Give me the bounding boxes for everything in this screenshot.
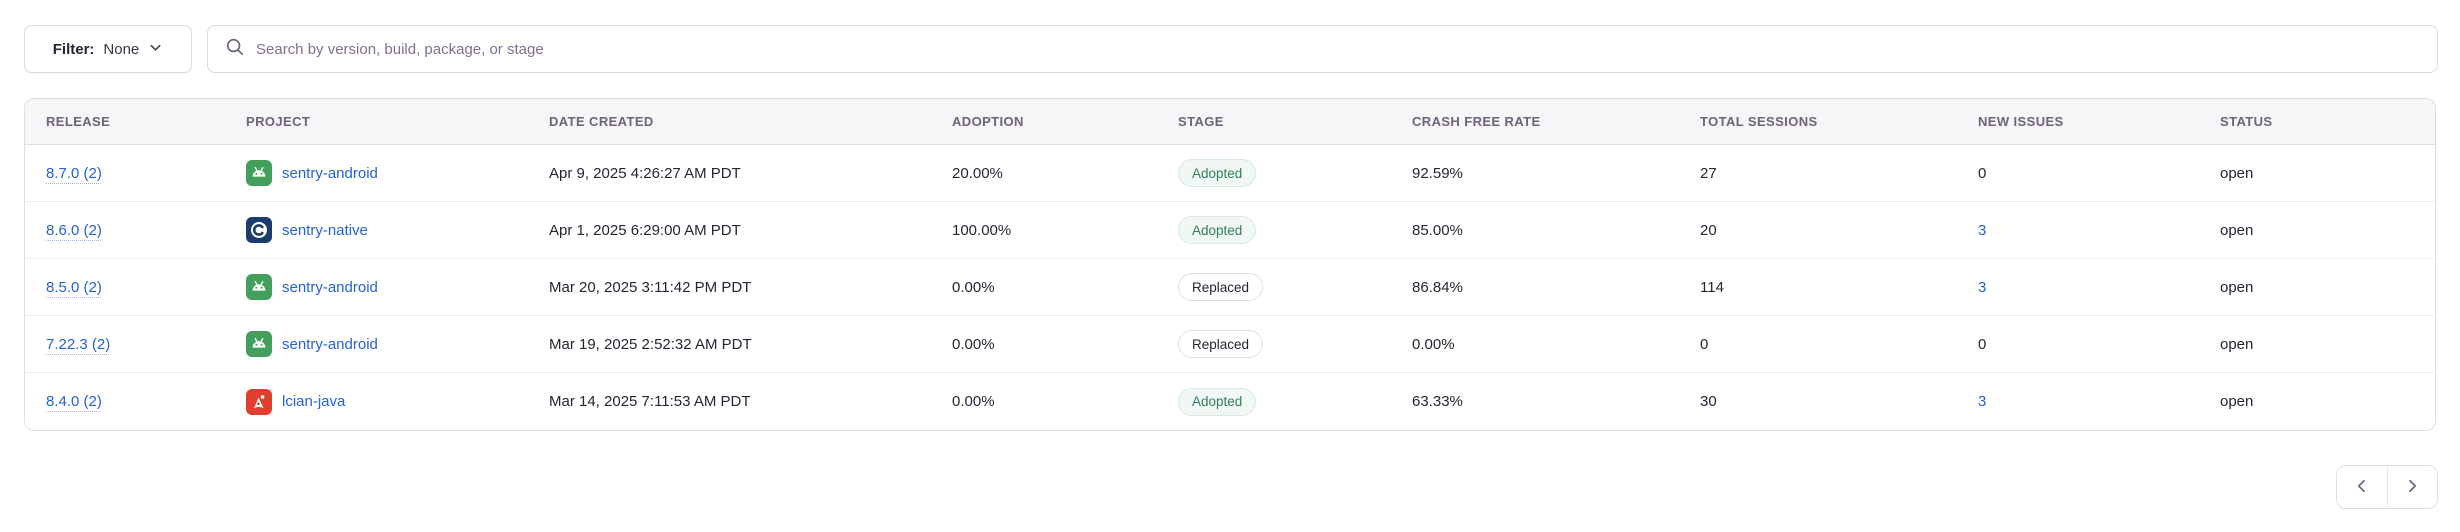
search-bar[interactable] (207, 25, 2438, 73)
stage-badge: Adopted (1178, 387, 1257, 416)
next-page-button[interactable] (2386, 466, 2437, 508)
date-created-cell: Mar 20, 2025 3:11:42 PM PDT (549, 278, 752, 296)
search-input[interactable] (256, 40, 2420, 58)
column-header-project: PROJECT (246, 114, 311, 129)
crash-free-rate-cell: 0.00% (1412, 335, 1455, 353)
date-created-cell: Mar 14, 2025 7:11:53 AM PDT (549, 393, 751, 410)
column-header-date-created: DATE CREATED (549, 114, 654, 129)
adoption-cell: 0.00% (952, 393, 995, 410)
project-link[interactable]: lcian-java (282, 393, 346, 410)
date-created-cell: Apr 1, 2025 6:29:00 AM PDT (549, 221, 741, 239)
chevron-right-icon (2403, 477, 2421, 498)
table-row: 8.6.0 (2) sentry-native Apr 1, 2025 6:29… (25, 202, 2435, 259)
date-created-cell: Apr 9, 2025 4:26:27 AM PDT (549, 164, 741, 182)
stage-badge: Replaced (1178, 330, 1264, 358)
column-header-total-sessions: TOTAL SESSIONS (1700, 114, 1818, 129)
adoption-cell: 100.00% (952, 221, 1012, 239)
status-cell: open (2220, 164, 2254, 182)
table-row: 8.5.0 (2) sentry-android Mar 20, 2025 3:… (25, 259, 2435, 316)
stage-badge: Adopted (1178, 159, 1257, 187)
status-cell: open (2220, 278, 2254, 296)
total-sessions-cell: 114 (1700, 278, 1724, 296)
release-link[interactable]: 7.22.3 (2) (46, 335, 111, 353)
chevron-left-icon (2353, 477, 2371, 498)
releases-table: RELEASE PROJECT DATE CREATED ADOPTION ST… (24, 98, 2436, 431)
search-icon (225, 37, 245, 62)
new-issues-cell: 0 (1978, 335, 1987, 353)
crash-free-rate-cell: 85.00% (1412, 221, 1463, 239)
toolbar: Filter: None (24, 25, 2438, 73)
status-cell: open (2220, 221, 2254, 239)
column-header-status: STATUS (2220, 114, 2273, 129)
android-icon (246, 331, 272, 357)
status-cell: open (2220, 393, 2254, 410)
project-link[interactable]: sentry-android (282, 278, 378, 296)
new-issues-cell: 0 (1978, 164, 1987, 182)
stage-badge: Replaced (1178, 273, 1264, 301)
status-cell: open (2220, 335, 2254, 353)
filter-label: Filter: (52, 40, 95, 58)
release-link[interactable]: 8.4.0 (2) (46, 393, 102, 410)
release-link[interactable]: 8.6.0 (2) (46, 221, 102, 239)
total-sessions-cell: 27 (1700, 164, 1717, 182)
c-native-icon (246, 217, 272, 243)
crash-free-rate-cell: 92.59% (1412, 164, 1463, 182)
chevron-down-icon (148, 40, 163, 59)
table-header-row: RELEASE PROJECT DATE CREATED ADOPTION ST… (25, 99, 2435, 145)
column-header-stage: STAGE (1178, 114, 1224, 129)
total-sessions-cell: 0 (1700, 335, 1709, 353)
crash-free-rate-cell: 86.84% (1412, 278, 1463, 296)
table-row: 8.4.0 (2) lcian-java Mar 14, 2025 7:11:5… (25, 373, 2435, 430)
release-link[interactable]: 8.7.0 (2) (46, 164, 102, 182)
adoption-cell: 0.00% (952, 335, 995, 353)
android-icon (246, 160, 272, 186)
column-header-crash-free-rate: CRASH FREE RATE (1412, 114, 1541, 129)
total-sessions-cell: 30 (1700, 393, 1717, 410)
android-icon (246, 274, 272, 300)
filter-value: None (103, 40, 140, 58)
project-link[interactable]: sentry-android (282, 164, 378, 182)
column-header-new-issues: NEW ISSUES (1978, 114, 2064, 129)
project-link[interactable]: sentry-android (282, 335, 378, 353)
pagination (2336, 465, 2438, 509)
table-row: 7.22.3 (2) sentry-android Mar 19, 2025 2… (25, 316, 2435, 373)
adoption-cell: 20.00% (952, 164, 1003, 182)
table-row: 8.7.0 (2) sentry-android Apr 9, 2025 4:2… (25, 145, 2435, 202)
new-issues-link[interactable]: 3 (1978, 221, 1987, 239)
date-created-cell: Mar 19, 2025 2:52:32 AM PDT (549, 335, 752, 353)
filter-button[interactable]: Filter: None (24, 25, 192, 73)
adoption-cell: 0.00% (952, 278, 995, 296)
stage-badge: Adopted (1178, 216, 1257, 244)
new-issues-link[interactable]: 3 (1978, 393, 1987, 410)
total-sessions-cell: 20 (1700, 221, 1717, 239)
crash-free-rate-cell: 63.33% (1412, 393, 1463, 410)
column-header-release: RELEASE (46, 114, 111, 129)
java-icon (246, 388, 272, 415)
project-link[interactable]: sentry-native (282, 221, 368, 239)
release-link[interactable]: 8.5.0 (2) (46, 278, 102, 296)
new-issues-link[interactable]: 3 (1978, 278, 1987, 296)
previous-page-button[interactable] (2337, 466, 2387, 508)
column-header-adoption: ADOPTION (952, 114, 1024, 129)
